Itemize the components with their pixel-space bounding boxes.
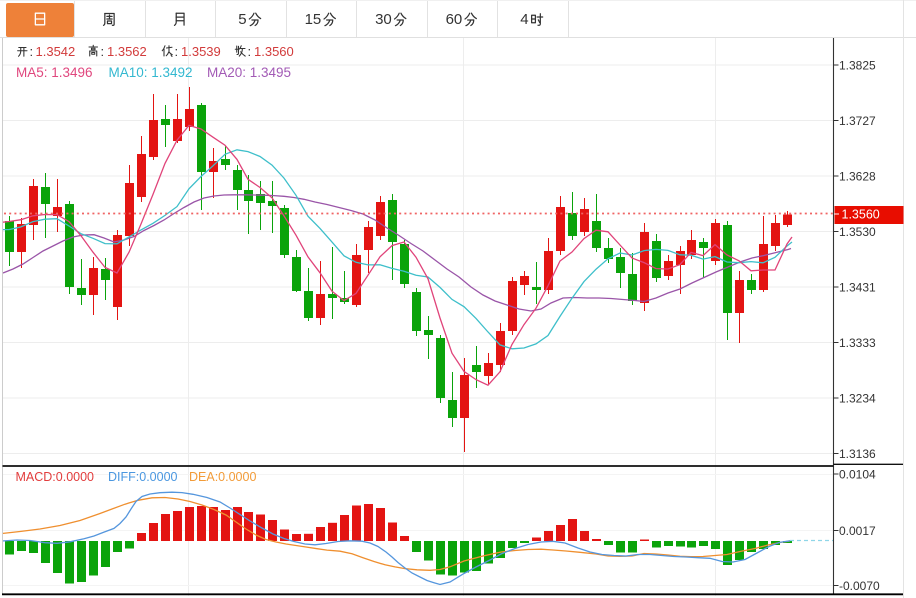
svg-text:1.3136: 1.3136 [839,447,876,461]
svg-text:MA5: 1.3496: MA5: 1.3496 [16,65,93,80]
svg-text:1.3628: 1.3628 [839,170,876,184]
svg-text:1.3234: 1.3234 [839,392,876,406]
svg-text::: : [175,44,179,59]
svg-text:MACD:0.0000: MACD:0.0000 [16,470,95,484]
svg-text:1.3431: 1.3431 [839,281,876,295]
svg-text:1.3825: 1.3825 [839,59,876,73]
svg-text:0.0017: 0.0017 [839,524,876,538]
svg-text:1.3542: 1.3542 [36,44,76,59]
svg-text:60: 60 [446,11,463,28]
svg-text:0.0104: 0.0104 [839,468,876,482]
svg-text:MA20: 1.3495: MA20: 1.3495 [207,65,291,80]
svg-text:DEA:0.0000: DEA:0.0000 [189,470,256,484]
svg-text:1.3727: 1.3727 [839,114,876,128]
svg-text:1.3560: 1.3560 [842,208,880,222]
svg-text:DIFF:0.0000: DIFF:0.0000 [108,470,178,484]
svg-text:1.3539: 1.3539 [181,44,221,59]
svg-text:15: 15 [305,11,322,28]
svg-text:4: 4 [520,11,528,28]
svg-text:1.3333: 1.3333 [839,336,876,350]
svg-text:5: 5 [238,11,246,28]
svg-text:1.3560: 1.3560 [254,44,294,59]
svg-text::: : [30,44,34,59]
svg-text::: : [101,44,105,59]
svg-text:1.3530: 1.3530 [839,225,876,239]
svg-text:-0.0070: -0.0070 [839,579,880,593]
svg-text:1.3562: 1.3562 [107,44,147,59]
svg-text:MA10: 1.3492: MA10: 1.3492 [109,65,193,80]
svg-text::: : [248,44,252,59]
svg-text:30: 30 [375,11,392,28]
